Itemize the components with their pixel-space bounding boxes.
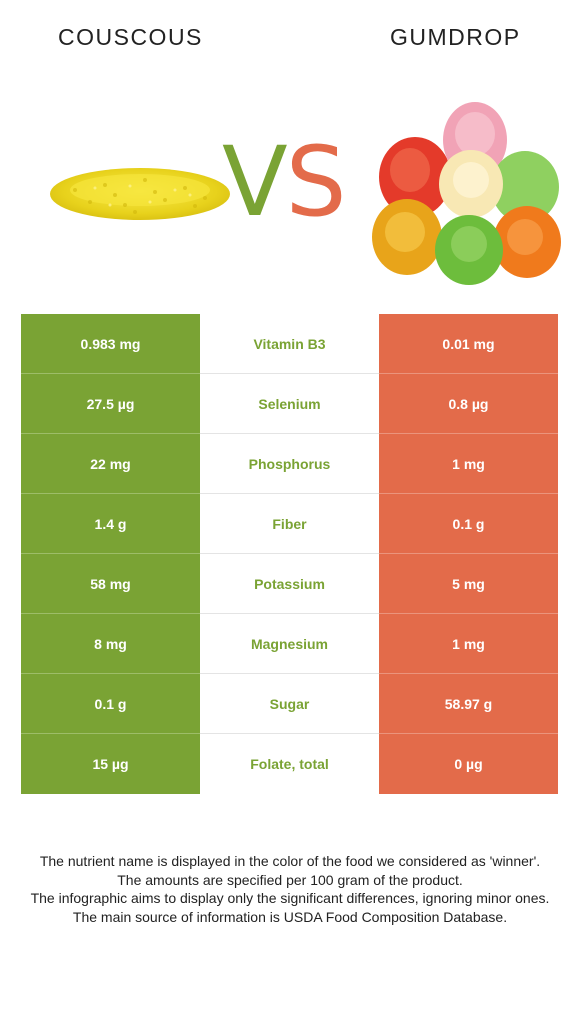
right-value: 1 mg	[379, 434, 558, 494]
right-value: 0.1 g	[379, 494, 558, 554]
nutrient-name: Potassium	[200, 554, 379, 614]
footer-line: The nutrient name is displayed in the co…	[39, 853, 541, 869]
left-value: 27.5 µg	[21, 374, 200, 434]
vs-label: VS	[222, 126, 347, 238]
nutrient-name: Vitamin B3	[200, 314, 379, 374]
left-value: 58 mg	[21, 554, 200, 614]
footer-line: The infographic aims to display only the…	[30, 890, 550, 906]
right-value: 58.97 g	[379, 674, 558, 734]
left-value: 0.983 mg	[21, 314, 200, 374]
left-value: 1.4 g	[21, 494, 200, 554]
couscous-image	[50, 168, 230, 220]
table-row: 15 µg Folate, total 0 µg	[21, 734, 558, 794]
table-row: 0.1 g Sugar 58.97 g	[21, 674, 558, 734]
right-value: 1 mg	[379, 614, 558, 674]
left-food-title: COUSCOUS	[58, 24, 203, 50]
gumdrop-image	[372, 102, 561, 285]
left-value: 15 µg	[21, 734, 200, 794]
footer-line: The main source of information is USDA F…	[72, 908, 508, 925]
nutrient-name: Folate, total	[200, 734, 379, 794]
nutrient-name: Sugar	[200, 674, 379, 734]
nutrient-name: Phosphorus	[200, 434, 379, 494]
table-row: 58 mg Potassium 5 mg	[21, 554, 558, 614]
nutrient-table: 0.983 mg Vitamin B3 0.01 mg 27.5 µg Sele…	[21, 314, 558, 794]
right-value: 5 mg	[379, 554, 558, 614]
table-row: 0.983 mg Vitamin B3 0.01 mg	[21, 314, 558, 374]
table-row: 22 mg Phosphorus 1 mg	[21, 434, 558, 494]
table-row: 8 mg Magnesium 1 mg	[21, 614, 558, 674]
right-value: 0 µg	[379, 734, 558, 794]
nutrient-name: Magnesium	[200, 614, 379, 674]
right-value: 0.01 mg	[379, 314, 558, 374]
table-row: 1.4 g Fiber 0.1 g	[21, 494, 558, 554]
nutrient-name: Selenium	[200, 374, 379, 434]
nutrient-name: Fiber	[200, 494, 379, 554]
footer-notes: The nutrient name is displayed in the co…	[20, 852, 560, 926]
left-value: 0.1 g	[21, 674, 200, 734]
table-row: 27.5 µg Selenium 0.8 µg	[21, 374, 558, 434]
footer-line: The amounts are specified per 100 gram o…	[117, 871, 463, 888]
left-value: 22 mg	[21, 434, 200, 494]
right-value: 0.8 µg	[379, 374, 558, 434]
right-food-title: GUMDROP	[390, 24, 521, 50]
left-value: 8 mg	[21, 614, 200, 674]
